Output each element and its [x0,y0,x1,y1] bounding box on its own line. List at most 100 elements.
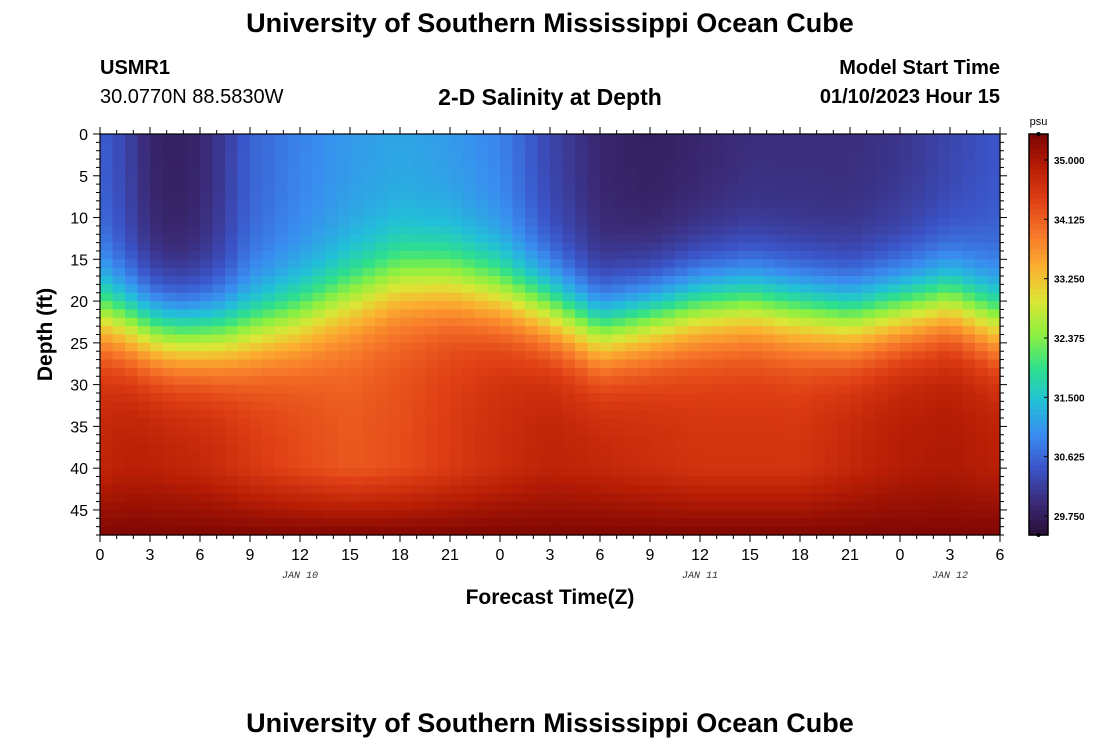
heatmap-cell [462,209,476,219]
heatmap-cell [575,426,589,436]
heatmap-cell [412,459,426,469]
heatmap-cell [350,200,364,210]
heatmap-cell [700,443,714,453]
heatmap-cell [637,317,651,327]
heatmap-cell [187,242,201,252]
heatmap-cell [125,142,139,152]
heatmap-cell [312,317,326,327]
heatmap-cell [287,518,301,528]
heatmap-cell [437,342,451,352]
heatmap-cell [987,409,1001,419]
heatmap-cell [212,234,226,244]
heatmap-cell [150,175,164,185]
heatmap-cell [850,418,864,427]
heatmap-cell [262,200,276,210]
heatmap-cell [662,476,676,486]
heatmap-cell [650,326,664,336]
heatmap-cell [725,459,739,469]
heatmap-cell [450,443,464,453]
heatmap-cell [875,192,889,202]
heatmap-cell [687,518,701,528]
heatmap-cell [712,276,726,285]
heatmap-cell [825,217,839,227]
heatmap-cell [625,259,639,269]
colorbar-end-dot [1036,533,1041,537]
heatmap-cell [612,200,626,210]
heatmap-cell [650,459,664,469]
heatmap-cell [325,134,339,143]
heatmap-cell [375,468,389,478]
heatmap-cell [662,200,676,210]
heatmap-cell [112,184,126,194]
heatmap-cell [637,434,651,444]
heatmap-cell [912,409,926,419]
heatmap-cell [225,376,239,386]
heatmap-cell [400,526,414,536]
heatmap-cell [900,484,914,494]
heatmap-cell [175,292,189,302]
heatmap-cell [737,426,751,436]
heatmap-cell [937,367,951,377]
heatmap-cell [787,468,801,478]
heatmap-cell [362,434,376,444]
heatmap-cell [487,443,501,453]
heatmap-cell [162,309,176,319]
heatmap-cell [175,426,189,436]
heatmap-cell [375,376,389,386]
heatmap-cell [675,468,689,478]
heatmap-cell [350,484,364,494]
heatmap-cell [500,276,514,285]
heatmap-cell [962,309,976,319]
heatmap-cell [625,476,639,486]
heatmap-cell [225,418,239,427]
heatmap-cell [487,484,501,494]
heatmap-cell [212,192,226,202]
heatmap-cell [937,142,951,152]
heatmap-cell [812,468,826,478]
heatmap-cell [375,175,389,185]
heatmap-cell [687,392,701,402]
heatmap-cell [237,200,251,210]
heatmap-cell [562,526,576,536]
heatmap-cell [387,276,401,285]
heatmap-cell [475,367,489,377]
heatmap-cell [487,501,501,511]
heatmap-cell [875,267,889,277]
heatmap-cell [250,184,264,194]
heatmap-cell [350,242,364,252]
heatmap-cell [625,367,639,377]
heatmap-cell [700,484,714,494]
heatmap-cell [487,292,501,302]
heatmap-cell [487,259,501,269]
heatmap-cell [950,342,964,352]
heatmap-cell [137,401,151,411]
heatmap-cell [837,384,851,394]
heatmap-cell [725,401,739,411]
heatmap-cell [237,167,251,177]
heatmap-cell [650,317,664,327]
heatmap-cell [425,518,439,528]
heatmap-cell [612,317,626,327]
heatmap-cell [512,526,526,536]
heatmap-cell [412,259,426,269]
heatmap-cell [125,259,139,269]
x-tick-label: 6 [596,547,605,564]
heatmap-cell [837,526,851,536]
heatmap-cell [987,509,1001,519]
heatmap-cell [612,209,626,219]
heatmap-cell [712,150,726,160]
heatmap-cell [475,501,489,511]
heatmap-cell [337,142,351,152]
heatmap-cell [362,159,376,169]
heatmap-cell [950,409,964,419]
heatmap-cell [662,250,676,260]
heatmap-cell [425,217,439,227]
colorbar-segment [1029,424,1048,431]
heatmap-cell [425,292,439,302]
heatmap-cell [200,459,214,469]
heatmap-cell [362,493,376,503]
heatmap-cell [925,526,939,536]
heatmap-cell [875,317,889,327]
heatmap-cell [600,459,614,469]
heatmap-cell [550,376,564,386]
